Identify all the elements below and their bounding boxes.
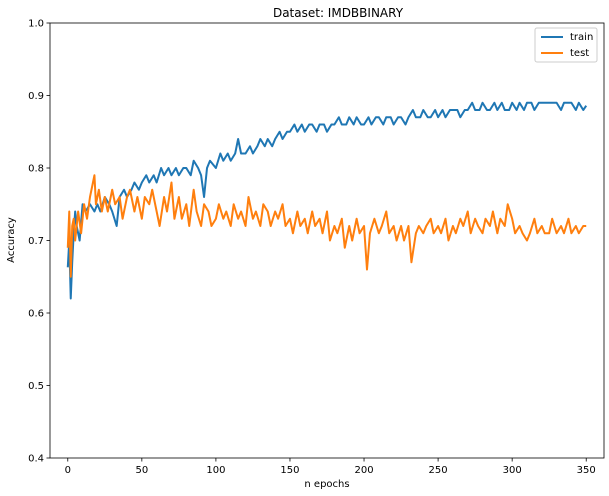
y-tick-label: 0.9	[28, 91, 44, 102]
y-axis-label: Accuracy	[6, 217, 17, 263]
x-tick-label: 50	[135, 465, 148, 476]
chart-title: Dataset: IMDBBINARY	[273, 6, 404, 20]
x-tick-label: 200	[354, 465, 373, 476]
y-tick-label: 0.8	[28, 164, 44, 175]
series-line-train	[66, 101, 588, 300]
x-tick-label: 250	[429, 465, 448, 476]
y-tick-label: 1.0	[28, 19, 44, 30]
y-tick-label: 0.4	[28, 454, 44, 465]
legend: train test	[534, 27, 598, 63]
plot-lines	[66, 101, 588, 300]
axes-frame	[49, 22, 605, 459]
x-tick-label: 300	[503, 465, 522, 476]
y-tick-label: 0.7	[28, 236, 44, 247]
x-axis-ticks: 0 50 100 150 200 250 300 350	[65, 458, 596, 476]
y-tick-label: 0.5	[28, 381, 44, 392]
y-axis-ticks: 0.4 0.5 0.6 0.7 0.8 0.9 1.0	[28, 19, 50, 465]
x-axis-label: n epochs	[304, 479, 349, 490]
x-tick-label: 350	[577, 465, 596, 476]
plot-frame	[49, 22, 605, 459]
x-tick-label: 150	[280, 465, 299, 476]
x-tick-label: 100	[206, 465, 225, 476]
series-line-test	[66, 174, 587, 278]
y-tick-label: 0.6	[28, 309, 44, 320]
x-tick-label: 0	[65, 465, 71, 476]
legend-label-test: test	[570, 48, 589, 59]
legend-label-train: train	[570, 32, 593, 43]
